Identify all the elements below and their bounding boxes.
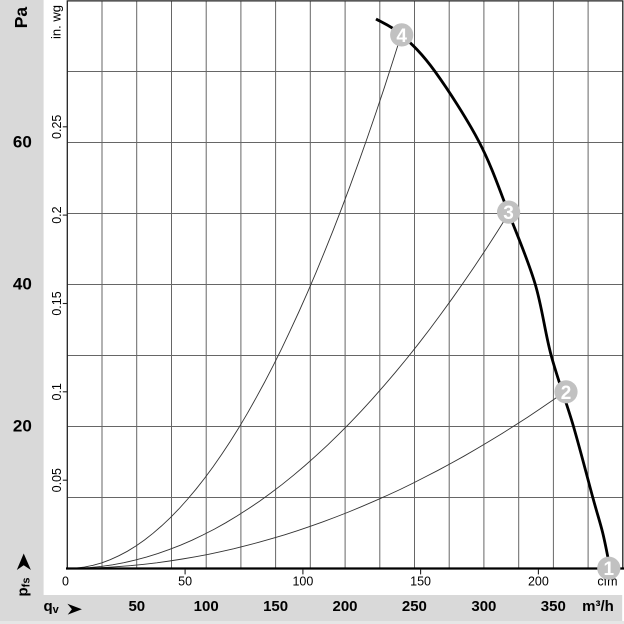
svg-text:4: 4 xyxy=(396,26,407,47)
svg-text:0.2: 0.2 xyxy=(50,206,64,223)
svg-text:40: 40 xyxy=(13,274,32,293)
svg-text:150: 150 xyxy=(263,598,288,615)
svg-text:350: 350 xyxy=(541,598,566,615)
svg-text:150: 150 xyxy=(410,575,431,589)
svg-text:200: 200 xyxy=(332,598,357,615)
svg-text:2: 2 xyxy=(561,383,572,404)
svg-text:50: 50 xyxy=(128,598,145,615)
svg-text:100: 100 xyxy=(292,575,313,589)
svg-text:60: 60 xyxy=(13,132,32,151)
svg-text:20: 20 xyxy=(13,416,32,435)
svg-text:1: 1 xyxy=(604,559,615,580)
svg-text:m³/h: m³/h xyxy=(582,598,614,615)
svg-text:100: 100 xyxy=(194,598,219,615)
svg-text:250: 250 xyxy=(402,598,427,615)
svg-text:Pa: Pa xyxy=(11,7,31,29)
svg-text:in. wg: in. wg xyxy=(48,5,63,39)
svg-text:3: 3 xyxy=(503,203,514,224)
svg-text:0.25: 0.25 xyxy=(50,115,64,139)
svg-text:0.05: 0.05 xyxy=(50,468,64,492)
svg-text:0.1: 0.1 xyxy=(50,383,64,400)
svg-text:0.15: 0.15 xyxy=(50,291,64,315)
svg-text:50: 50 xyxy=(178,575,192,589)
svg-text:300: 300 xyxy=(471,598,496,615)
svg-text:200: 200 xyxy=(528,575,549,589)
svg-text:0: 0 xyxy=(62,575,69,589)
